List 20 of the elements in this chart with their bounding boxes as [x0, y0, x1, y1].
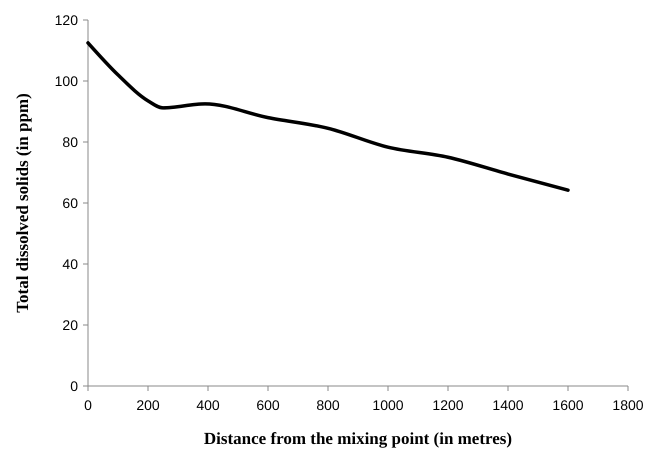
x-tick-label: 600 [256, 397, 280, 413]
y-tick-label: 20 [62, 316, 78, 333]
y-tick-label: 60 [62, 194, 78, 211]
x-tick-label: 1200 [432, 397, 464, 413]
x-tick-label: 0 [84, 397, 92, 413]
x-tick-label: 400 [196, 397, 220, 413]
y-tick-label: 80 [62, 134, 78, 150]
y-tick-label: 120 [54, 12, 78, 28]
y-tick-label: 0 [70, 378, 78, 394]
x-tick-label: 800 [316, 397, 340, 413]
x-axis-title: Distance from the mixing point (in metres) [204, 429, 512, 448]
x-tick-label: 1400 [492, 397, 524, 413]
x-tick-label: 1000 [372, 397, 404, 413]
y-tick-label: 100 [54, 72, 78, 89]
x-tick-label: 200 [136, 397, 160, 413]
y-tick-label: 40 [62, 256, 78, 272]
x-tick-label: 1600 [552, 397, 584, 413]
line-series [86, 41, 570, 192]
x-tick-label: 1800 [612, 397, 644, 413]
y-axis-title: Total dissolved solids (in ppm) [13, 93, 32, 313]
